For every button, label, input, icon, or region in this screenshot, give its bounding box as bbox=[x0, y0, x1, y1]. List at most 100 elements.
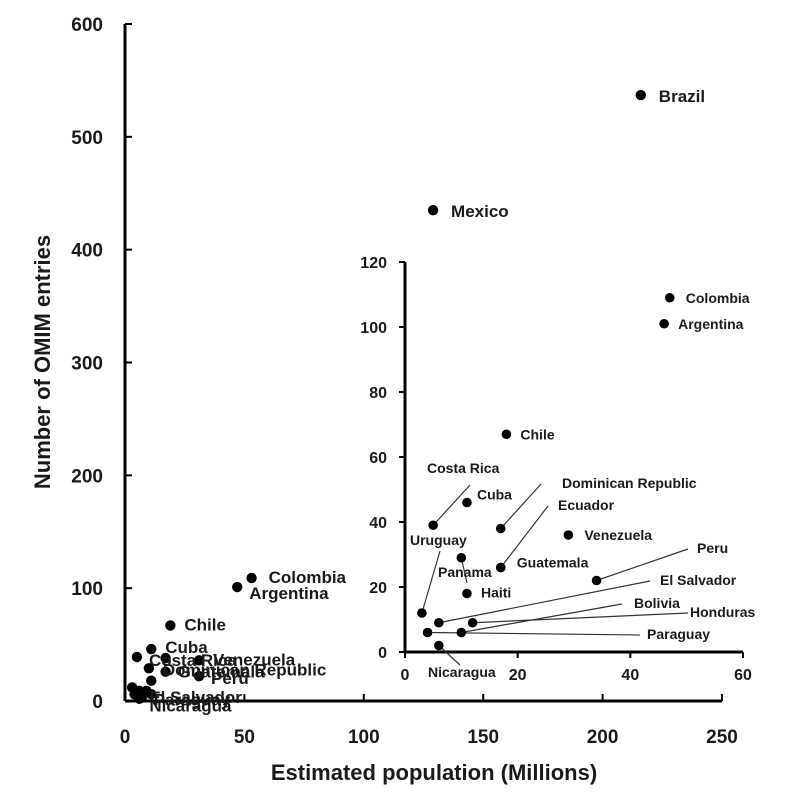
main-label-peru: Peru bbox=[211, 669, 249, 688]
y-axis-title: Number of OMIM entries bbox=[30, 235, 55, 489]
main-y-tick-label: 400 bbox=[71, 241, 103, 262]
inset-y-tick-label: 20 bbox=[369, 580, 387, 597]
main-point-ecuador bbox=[160, 652, 171, 664]
main-point-nicaragua bbox=[134, 693, 145, 704]
main-point-mexico bbox=[427, 204, 439, 216]
main-point-dominican-republic bbox=[143, 663, 155, 674]
inset-points bbox=[417, 292, 675, 651]
inset-point-chile bbox=[501, 429, 512, 440]
main-point-chile bbox=[165, 620, 176, 631]
inset-point-haiti bbox=[462, 588, 472, 599]
inset-label-costa-rica: Costa Rica bbox=[427, 460, 500, 476]
inset-label-dominican-republic: Dominican Republic bbox=[562, 475, 697, 491]
inset-leader-dominican-republic bbox=[500, 483, 542, 529]
inset-point-peru bbox=[591, 575, 602, 586]
main-y-tick-label: 100 bbox=[71, 579, 103, 600]
inset-label-chile: Chile bbox=[520, 426, 554, 442]
inset-leader-uruguay bbox=[421, 550, 441, 614]
main-point-labels: BrazilMexicoColombiaArgentinaChileCubaCo… bbox=[149, 87, 705, 716]
main-label-brazil: Brazil bbox=[659, 87, 705, 106]
main-x-tick-label: 100 bbox=[348, 727, 380, 748]
inset-point-labels: Colombia Argentina Chile Costa Rica Cuba Domi… bbox=[410, 290, 756, 680]
inset-y-tick-label: 120 bbox=[360, 255, 387, 272]
inset-leader-peru bbox=[596, 548, 689, 582]
inset-point-argentina bbox=[659, 318, 669, 329]
main-label-costa-rica: Costa Rica bbox=[149, 651, 237, 670]
inset-leader-bolivia bbox=[461, 603, 623, 634]
inset-point-nicaragua bbox=[434, 640, 444, 651]
inset-y-tick-label: 100 bbox=[360, 320, 387, 337]
inset-point-costa-rica bbox=[428, 520, 438, 531]
inset-point-guatemala bbox=[495, 562, 506, 573]
inset-point-dominican-republic bbox=[495, 523, 506, 534]
x-axis-title: Estimated population (Millions) bbox=[271, 760, 597, 785]
main-points bbox=[126, 89, 647, 704]
main-x-tick-label: 250 bbox=[706, 727, 738, 748]
inset-label-ecuador: Ecuador bbox=[558, 497, 615, 513]
inset-label-bolivia: Bolivia bbox=[634, 595, 680, 611]
inset-label-nicaragua: Nicaragua bbox=[428, 664, 496, 680]
inset-label-uruguay: Uruguay bbox=[410, 532, 467, 548]
inset-point-paraguay bbox=[422, 627, 433, 638]
main-y-tick-label: 300 bbox=[71, 354, 103, 375]
inset-label-peru: Peru bbox=[697, 540, 728, 556]
inset-label-colombia: Colombia bbox=[686, 290, 750, 306]
inset-label-argentina: Argentina bbox=[678, 316, 744, 332]
inset-label-honduras: Honduras bbox=[690, 604, 756, 620]
inset-label-guatemala: Guatemala bbox=[517, 555, 589, 571]
inset-leader-ecuador bbox=[500, 505, 549, 568]
main-label-nicaragua: Nicaragua bbox=[149, 697, 232, 716]
inset-x-tick-label: 0 bbox=[401, 667, 410, 684]
main-label-el-salvador: El Salvador bbox=[149, 688, 242, 707]
main-y-tick-label: 0 bbox=[92, 692, 103, 713]
inset-y-tick-label: 0 bbox=[378, 645, 387, 662]
main-label-guatemala: Guatemala bbox=[178, 663, 265, 682]
main-label-chile: Chile bbox=[184, 615, 226, 634]
inset-point-panama bbox=[456, 552, 467, 563]
inset-label-el-salvador: El Salvador bbox=[660, 572, 737, 588]
inset-point-el-salvador bbox=[434, 617, 444, 628]
main-point-peru bbox=[193, 670, 205, 682]
main-point-bolivia bbox=[146, 689, 157, 700]
main-label-mexico: Mexico bbox=[451, 202, 509, 221]
inset-y-tick-label: 40 bbox=[369, 515, 387, 532]
inset-point-venezuela bbox=[563, 530, 574, 540]
main-x-tick-label: 50 bbox=[234, 727, 255, 748]
inset-point-uruguay bbox=[417, 608, 427, 618]
inset-leader-costa-rica bbox=[432, 484, 471, 526]
inset-x-tick-label: 40 bbox=[621, 667, 639, 684]
inset-label-venezuela: Venezuela bbox=[584, 527, 652, 543]
main-x-tick-label: 0 bbox=[120, 727, 131, 748]
inset-leader-el-salvador bbox=[438, 580, 651, 624]
main-label-paraguay: Paraguay bbox=[154, 691, 231, 710]
main-point-cuba bbox=[146, 643, 157, 655]
main-x-tick-label: 200 bbox=[587, 727, 619, 748]
main-y-tick-label: 600 bbox=[71, 15, 103, 36]
main-y-tick-label: 200 bbox=[71, 466, 103, 487]
main-label-venezuela: Venezuela bbox=[213, 650, 296, 669]
inset-background bbox=[365, 248, 755, 682]
inset-point-colombia bbox=[664, 292, 675, 303]
inset-axes: 0 20 40 60 80 100 120 0 20 40 60 bbox=[360, 248, 755, 684]
inset-y-tick-label: 60 bbox=[369, 450, 387, 467]
inset-leader-honduras bbox=[472, 612, 689, 624]
main-label-cuba: Cuba bbox=[165, 638, 208, 657]
main-point-haiti bbox=[146, 675, 157, 686]
main-label-dominican-republic: Dominican Republic bbox=[163, 660, 326, 679]
inset-y-tick-label: 80 bbox=[369, 385, 387, 402]
inset-label-cuba: Cuba bbox=[477, 487, 512, 503]
main-label-argentina: Argentina bbox=[249, 584, 329, 603]
main-point-colombia bbox=[246, 572, 257, 584]
inset-x-tick-label: 60 bbox=[734, 667, 752, 684]
main-point-brazil bbox=[635, 89, 647, 101]
inset-label-haiti: Haiti bbox=[481, 585, 511, 601]
main-y-tick-label: 500 bbox=[71, 128, 103, 149]
main-point-argentina bbox=[232, 581, 243, 593]
inset-x-tick-label: 20 bbox=[509, 667, 527, 684]
inset-label-panama: Panama bbox=[438, 564, 492, 580]
main-point-venezuela bbox=[193, 655, 205, 666]
main-label-colombia: Colombia bbox=[269, 568, 347, 587]
inset-label-paraguay: Paraguay bbox=[647, 626, 710, 642]
